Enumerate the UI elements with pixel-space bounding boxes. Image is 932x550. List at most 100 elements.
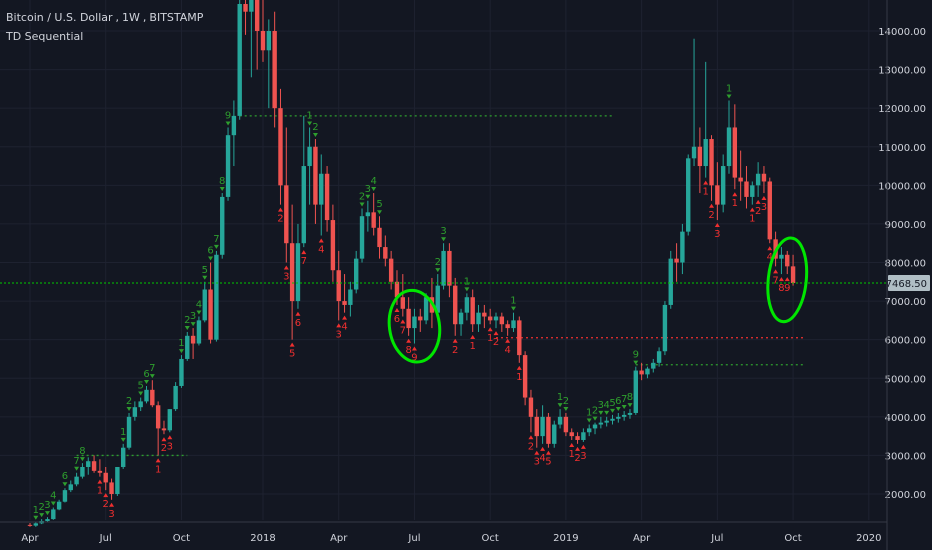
candle-up [68, 484, 73, 491]
candle-down [109, 482, 114, 494]
candle-up [45, 519, 50, 522]
td-buy-setup-marker [342, 315, 348, 320]
highlight-circle [387, 288, 442, 364]
candle-up [202, 289, 207, 321]
td-sell-setup-marker [79, 457, 85, 462]
td-count-label: 1 [586, 408, 592, 419]
td-count-label: 3 [580, 451, 586, 462]
td-buy-setup-marker [516, 365, 522, 370]
x-tick-label: Jul [710, 533, 723, 544]
x-tick-label: Oct [784, 533, 801, 544]
candle-up [56, 501, 62, 510]
td-sell-setup-marker [312, 133, 318, 138]
td-count-label: 4 [196, 300, 202, 311]
td-buy-setup-marker [703, 180, 709, 185]
candle-down [767, 181, 772, 240]
indicator-legend[interactable]: TD Sequential [6, 30, 83, 44]
candle-up [185, 335, 190, 359]
y-tick-label: 13000.00 [878, 66, 926, 77]
td-count-label: 2 [563, 396, 569, 407]
candle-up [726, 127, 732, 167]
candle-up [132, 407, 138, 417]
candle-up [592, 424, 598, 429]
current-price-tag: 7468.50 [886, 279, 927, 290]
candle-up [359, 216, 365, 259]
current-price-line: 7468.50 [0, 275, 930, 292]
candle-up [581, 432, 586, 440]
td-sell-setup-marker [190, 322, 196, 327]
td-count-label: 2 [592, 406, 598, 417]
candle-down [470, 297, 475, 325]
candle-up [86, 461, 91, 467]
candle-up [74, 476, 79, 485]
td-count-label: 2 [493, 337, 499, 348]
td-count-label: 8 [778, 283, 784, 294]
y-tick-label: 10000.00 [878, 181, 926, 192]
candle-up [557, 416, 563, 425]
time-axis[interactable]: Apr Jul Oct 2018 Apr Jul Oct 2019 Apr Jul Oct 2020 [0, 521, 887, 544]
td-count-label: 1 [557, 392, 563, 403]
candle-up [720, 166, 726, 205]
candle-up [62, 490, 68, 502]
x-tick-label: Apr [21, 533, 39, 544]
td-buy-setup-marker [452, 338, 458, 343]
candle-down [418, 316, 423, 321]
candle-down [97, 470, 103, 473]
td-sell-setup-marker [371, 187, 377, 192]
candle-up [552, 424, 557, 444]
price-axis[interactable]: 2000.00 3000.00 4000.00 5000.00 6000.00 7000.… [878, 0, 926, 550]
candle-down [284, 185, 289, 244]
td-sell-setup-marker [621, 405, 627, 410]
x-tick-label: 2019 [553, 533, 578, 544]
candle-down [482, 312, 487, 317]
candle-down [330, 220, 336, 271]
td-count-label: 2 [161, 443, 167, 454]
candle-up [435, 285, 440, 313]
candle-up [476, 312, 481, 325]
td-count-label: 6 [207, 246, 213, 257]
td-count-label: 9 [225, 110, 231, 121]
td-buy-setup-marker [784, 277, 790, 282]
td-buy-setup-marker [569, 442, 575, 447]
candle-down [487, 316, 493, 321]
td-sell-setup-marker [610, 408, 615, 413]
td-count-label: 2 [126, 396, 132, 407]
td-buy-setup-marker [755, 199, 761, 204]
td-sell-setup-marker [33, 515, 39, 520]
td-sell-setup-marker [149, 374, 155, 379]
interval: 1W [122, 11, 140, 24]
y-tick-label: 14000.00 [878, 27, 926, 38]
candle-down [91, 461, 97, 471]
td-sell-setup-marker [615, 406, 621, 411]
td-count-label: 7 [149, 363, 155, 374]
td-buy-setup-marker [289, 342, 295, 347]
td-count-label: 1 [516, 372, 522, 383]
candle-up [33, 523, 39, 526]
td-count-label: 9 [784, 283, 790, 294]
candle-down [697, 146, 703, 167]
candle-up [464, 297, 470, 313]
y-tick-label: 12000.00 [878, 104, 926, 115]
candle-down [447, 250, 452, 286]
x-tick-label: Jul [407, 533, 420, 544]
candle-up [225, 135, 231, 197]
td-sell-setup-marker [464, 287, 470, 292]
candle-up [365, 212, 371, 217]
candle-down [505, 324, 510, 329]
td-buy-setup-marker [318, 238, 324, 243]
td-buy-setup-marker [295, 311, 301, 316]
td-sell-setup-marker [604, 410, 610, 415]
td-buy-setup-marker [283, 265, 289, 270]
candle-down [453, 285, 458, 325]
candle-down [324, 173, 330, 221]
td-buy-setup-marker [109, 502, 115, 507]
td-sell-setup-marker [62, 482, 68, 487]
candle-up [651, 362, 656, 369]
td-buy-setup-marker [505, 338, 511, 343]
td-sell-setup-marker [726, 94, 732, 99]
y-tick-label: 11000.00 [878, 143, 926, 154]
td-sell-setup-marker [184, 325, 190, 330]
td-buy-setup-marker [400, 319, 406, 324]
